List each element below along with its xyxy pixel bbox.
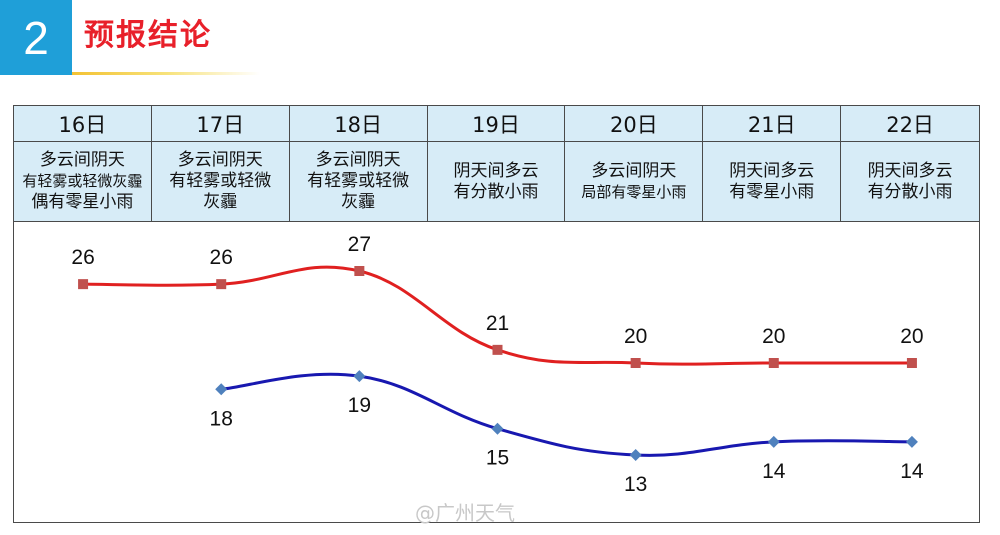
high-temp-point: [216, 279, 227, 290]
weather-text-line: 多云间阴天: [39, 150, 125, 170]
high-temp-point: [492, 344, 503, 355]
high-temp-point: [768, 358, 779, 368]
weather-cell: 阴天间多云 有分散小雨: [841, 142, 979, 222]
weather-cell: 多云间阴天有轻雾或轻微灰霾 偶有零星小雨: [14, 142, 152, 222]
weather-text-line: 多云间阴天: [591, 160, 677, 181]
date-header-cell: 20日: [565, 106, 704, 142]
weather-text-line: 灰霾: [341, 192, 376, 212]
weather-text-line: 有轻雾或轻微灰霾: [22, 172, 143, 190]
weather-cell: 多云间阴天 有轻雾或轻微 灰霾: [289, 142, 428, 222]
low-temp-label: 18: [210, 407, 233, 430]
section-number: 2: [0, 0, 72, 75]
high-temp-point: [78, 279, 89, 290]
high-temp-label: 20: [762, 325, 785, 348]
low-temp-point: [491, 422, 504, 435]
weather-text-line: 多云间阴天: [177, 150, 263, 170]
weather-text-line: 阴天间多云: [453, 160, 539, 181]
high-temp-label: 26: [210, 246, 233, 269]
high-temp-label: 27: [348, 233, 371, 256]
date-header-cell: 19日: [427, 106, 566, 142]
date-header-cell: 16日: [14, 106, 152, 142]
low-temp-point: [353, 370, 366, 383]
low-temp-label: 15: [486, 447, 509, 470]
low-temp-label: 19: [348, 394, 371, 417]
weather-text-line: 阴天间多云: [729, 160, 815, 181]
weather-text-line: 局部有零星小雨: [581, 182, 687, 201]
low-temp-label: 14: [762, 460, 786, 483]
high-temp-label: 26: [71, 246, 94, 269]
low-temp-point: [629, 449, 642, 461]
high-temp-point: [354, 266, 365, 276]
weather-text-line: 有分散小雨: [867, 181, 953, 202]
high-temp-point: [630, 358, 641, 368]
forecast-grid: 16日 17日 18日 19日 20日 21日 22日 多云间阴天 有轻雾或轻微灰霾 偶有零星小雨…: [14, 106, 979, 222]
temperature-chart: 26 26 27 21 20 20 20 18 19 15 13 14 14: [71, 233, 924, 496]
watermark: @广州天气: [415, 501, 515, 525]
weather-cell: 阴天间多云 有零星小雨: [703, 142, 842, 222]
low-temp-point: [215, 383, 228, 396]
weather-text-line: 偶有零星小雨: [31, 192, 134, 212]
weather-cell: 多云间阴天 有轻雾或轻微 灰霾: [151, 142, 290, 222]
weather-text-line: 多云间阴天: [315, 150, 401, 170]
high-temp-label: 21: [486, 312, 509, 335]
weather-text-line: 阴天间多云: [867, 160, 953, 181]
high-temp-point: [906, 358, 917, 368]
weather-text-line: 有轻雾或轻微: [169, 171, 272, 191]
page-title: 预报结论: [84, 18, 212, 53]
low-temp-label: 14: [900, 460, 924, 483]
low-temp-point: [905, 435, 918, 448]
date-header-cell: 22日: [841, 106, 979, 142]
low-temp-point: [767, 435, 780, 448]
weather-cell: 多云间阴天 局部有零星小雨: [565, 142, 704, 222]
weather-text-line: 灰霾: [203, 192, 238, 212]
date-header-cell: 21日: [703, 106, 842, 142]
date-header-cell: 17日: [151, 106, 290, 142]
weather-text-line: 有轻雾或轻微: [307, 171, 410, 191]
title-underline: [72, 72, 260, 75]
weather-text-line: 有分散小雨: [453, 181, 539, 202]
high-temp-label: 20: [900, 325, 923, 348]
weather-text-line: 有零星小雨: [729, 181, 815, 202]
forecast-table: 16日 17日 18日 19日 20日 21日 22日 多云间阴天 有轻雾或轻微灰霾 偶有零星小雨…: [13, 105, 980, 523]
date-header-cell: 18日: [289, 106, 428, 142]
high-temp-label: 20: [624, 325, 647, 348]
low-temp-line: [221, 372, 912, 457]
low-temp-label: 13: [624, 473, 647, 496]
weather-cell: 阴天间多云 有分散小雨: [427, 142, 566, 222]
